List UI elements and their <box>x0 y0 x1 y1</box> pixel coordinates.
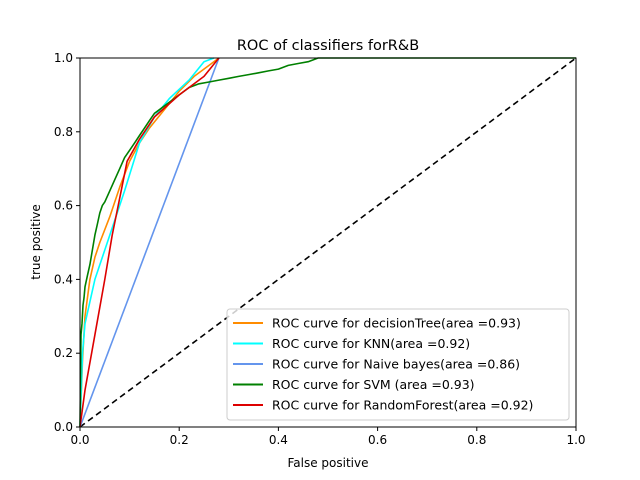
plot-area <box>79 57 577 428</box>
legend-entries: ROC curve for decisionTree(area =0.93) RO… <box>233 316 533 413</box>
legend: ROC curve for decisionTree(area =0.93) RO… <box>226 308 570 421</box>
legend-label-2: ROC curve for Naive bayes(area =0.86) <box>272 357 520 372</box>
y-axis-ticks: 0.0 0.2 0.4 0.6 0.8 1.0 <box>54 51 80 434</box>
x-tick-label: 0.2 <box>170 433 189 447</box>
legend-label-0: ROC curve for decisionTree(area =0.93) <box>272 316 521 331</box>
x-tick-label: 0.6 <box>368 433 387 447</box>
legend-label-1: ROC curve for KNN(area =0.92) <box>272 336 470 351</box>
legend-box <box>226 308 570 421</box>
x-tick-label: 1.0 <box>566 433 585 447</box>
series-line-1 <box>79 57 215 428</box>
chart-title: ROC of classifiers forR&B <box>237 38 419 54</box>
y-axis-label: true positive <box>29 204 43 280</box>
legend-label-3: ROC curve for SVM (area =0.93) <box>272 377 475 392</box>
series-line-2 <box>79 57 220 428</box>
reference-diagonal-line <box>79 57 577 428</box>
x-axis-ticks: 0.0 0.2 0.4 0.6 0.8 1.0 <box>70 427 586 447</box>
y-tick-label: 0.8 <box>54 125 73 139</box>
reference-layer <box>79 57 577 428</box>
x-tick-label: 0.4 <box>269 433 288 447</box>
x-tick-label: 0.8 <box>467 433 486 447</box>
y-tick-label: 0.2 <box>54 346 73 360</box>
y-tick-label: 1.0 <box>54 51 73 65</box>
x-axis-label: False positive <box>287 456 368 470</box>
x-tick-label: 0.0 <box>70 433 89 447</box>
y-tick-label: 0.0 <box>54 420 73 434</box>
y-tick-label: 0.4 <box>54 272 73 286</box>
axes-frame <box>79 57 577 428</box>
y-tick-label: 0.6 <box>54 199 73 213</box>
series-line-3 <box>79 57 576 428</box>
legend-label-4: ROC curve for RandomForest(area =0.92) <box>272 398 533 413</box>
series-line-4 <box>79 57 220 428</box>
series-layer <box>79 57 576 428</box>
